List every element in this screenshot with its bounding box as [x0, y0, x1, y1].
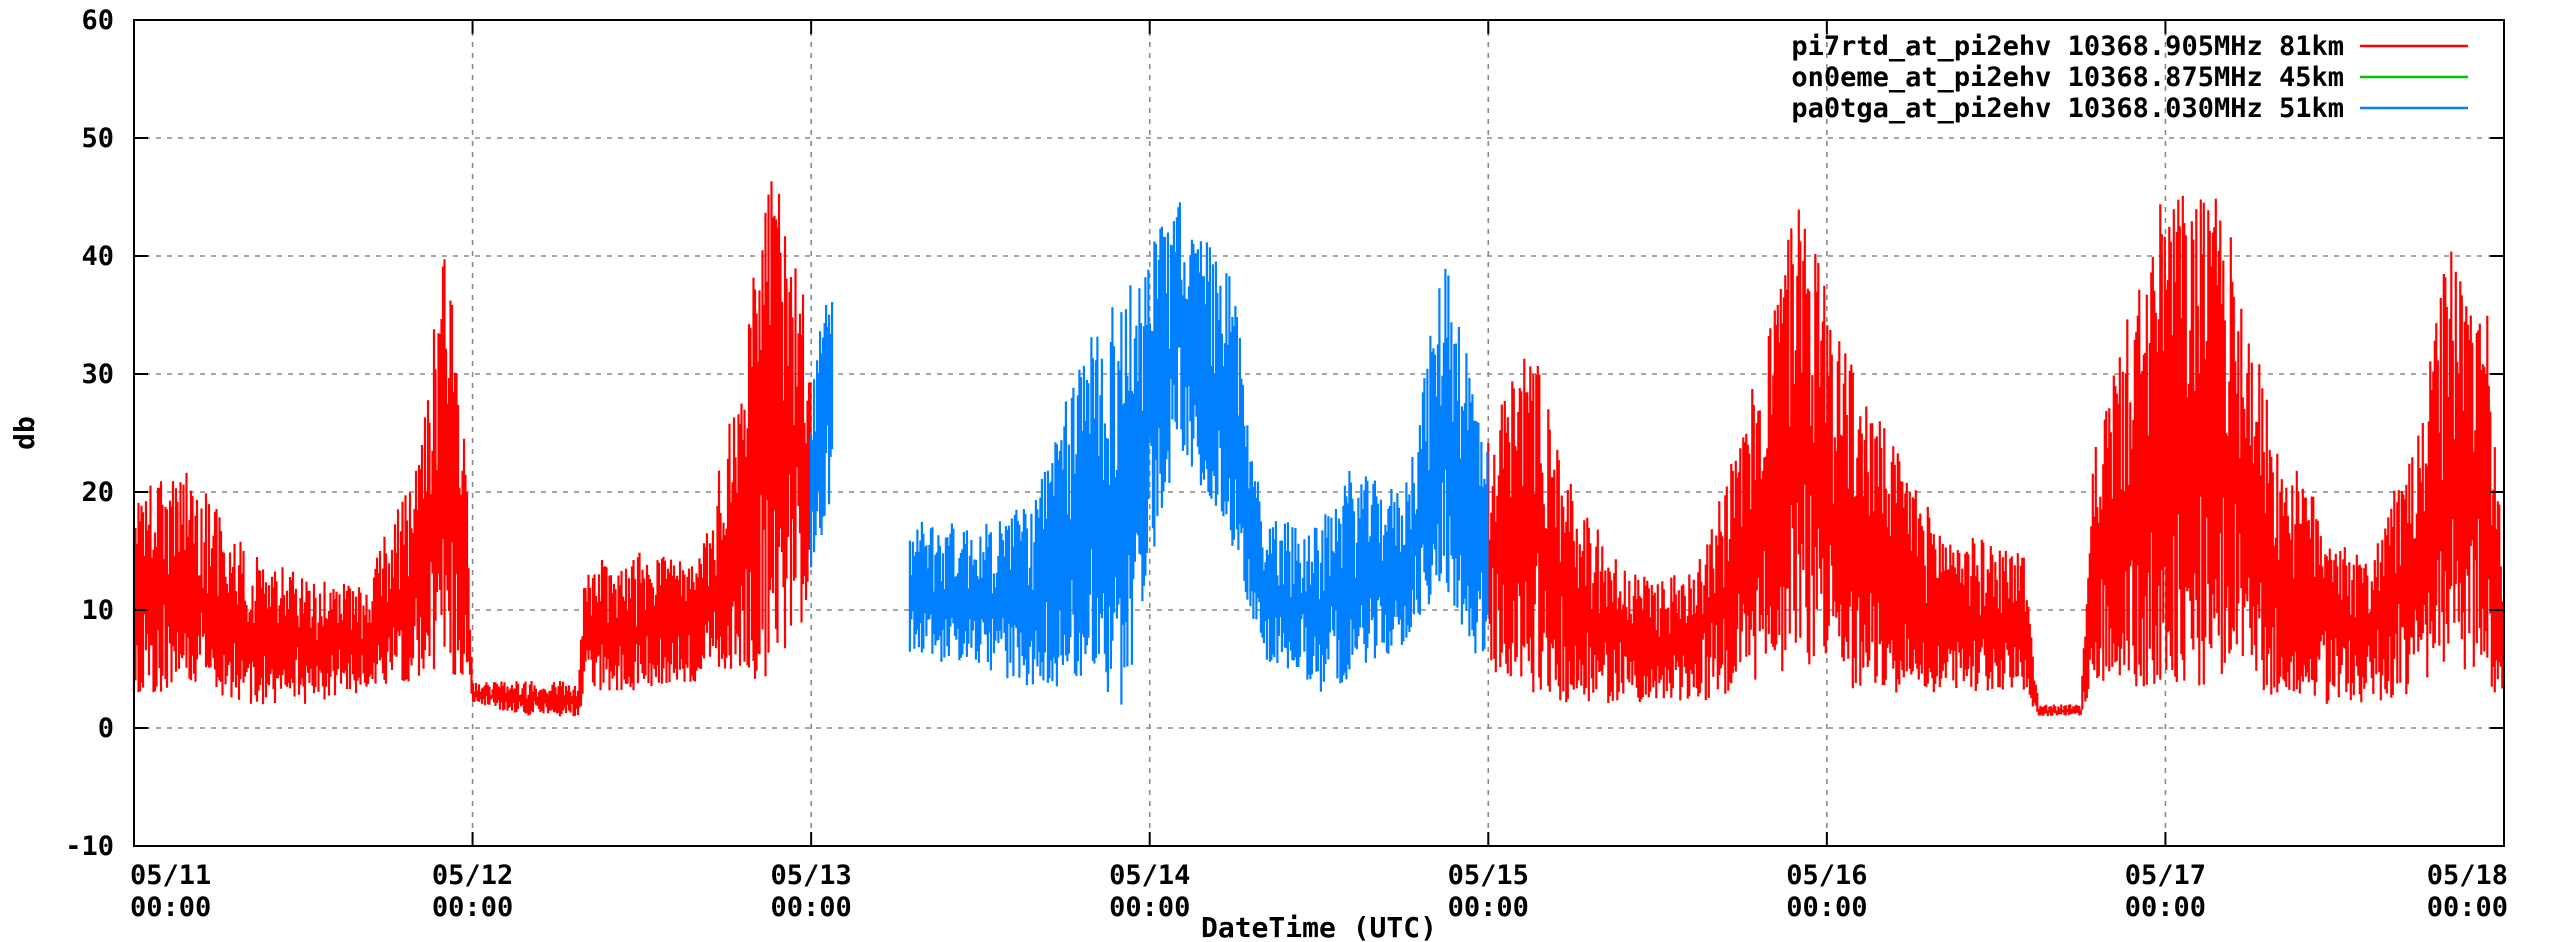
x-tick-date: 05/15	[1448, 860, 1529, 891]
x-tick-date: 05/16	[1786, 860, 1867, 891]
series-2-segment-0	[810, 302, 834, 568]
x-tick-time: 00:00	[771, 892, 852, 923]
x-tick-time: 00:00	[1109, 892, 1190, 923]
y-tick-label: 10	[81, 595, 114, 626]
x-tick-time: 00:00	[1448, 892, 1529, 923]
x-tick-time: 00:00	[2427, 892, 2508, 923]
plot-frame	[133, 19, 2505, 847]
axis-ticks	[133, 19, 2505, 847]
x-tick-time: 00:00	[1786, 892, 1867, 923]
grid-lines	[134, 20, 2504, 846]
y-axis-tick-labels: -10 0 10 20 30 40 50 60	[65, 5, 114, 862]
x-tick-time: 00:00	[2125, 892, 2206, 923]
legend-entry-label: pa0tga_at_pi2ehv 10368.030MHz 51km	[1791, 93, 2344, 124]
x-tick-time: 00:00	[130, 892, 211, 923]
y-axis-label: db	[8, 416, 41, 450]
series-0-segment-1	[1487, 195, 2505, 717]
series-0-segment-0	[132, 181, 812, 717]
y-tick-label: 60	[81, 5, 114, 36]
legend: pi7rtd_at_pi2ehv 10368.905MHz 81kmon0eme…	[1791, 31, 2468, 124]
x-tick-date: 05/18	[2427, 860, 2508, 891]
x-tick-date: 05/11	[130, 860, 211, 891]
legend-entry-label: on0eme_at_pi2ehv 10368.875MHz 45km	[1791, 62, 2344, 93]
x-tick-date: 05/12	[432, 860, 513, 891]
x-axis-label: DateTime (UTC)	[1201, 911, 1437, 942]
y-tick-label: 40	[81, 241, 114, 272]
y-tick-label: 0	[98, 713, 114, 744]
x-axis-tick-labels: 05/1100:0005/1200:0005/1300:0005/1400:00…	[130, 860, 2508, 923]
x-tick-date: 05/13	[771, 860, 852, 891]
y-tick-label: 30	[81, 359, 114, 390]
x-tick-date: 05/14	[1109, 860, 1190, 891]
y-tick-label: 20	[81, 477, 114, 508]
y-tick-label: -10	[65, 831, 114, 862]
x-tick-date: 05/17	[2125, 860, 2206, 891]
y-tick-label: 50	[81, 123, 114, 154]
x-tick-time: 00:00	[432, 892, 513, 923]
series-2-segment-1	[908, 202, 1489, 705]
plot-area	[132, 181, 2505, 717]
legend-entry-label: pi7rtd_at_pi2ehv 10368.905MHz 81km	[1791, 31, 2344, 62]
